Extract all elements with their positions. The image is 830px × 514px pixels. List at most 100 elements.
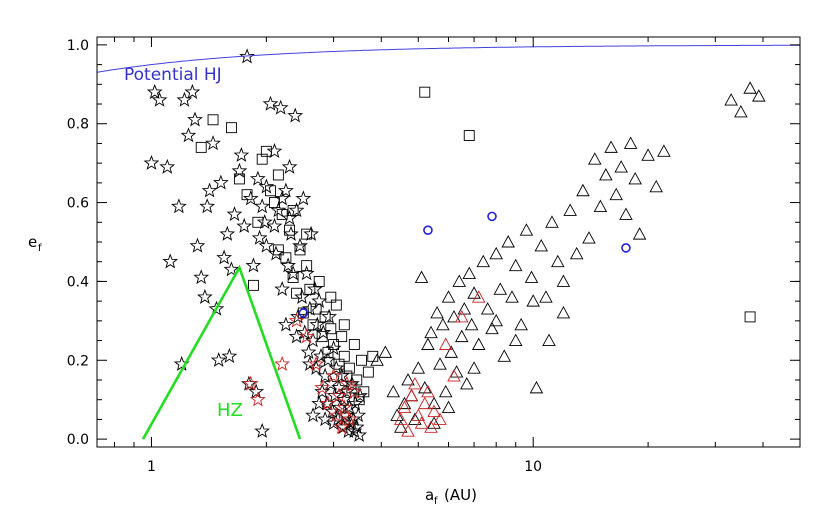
point-triangle (480, 302, 495, 315)
point-triangle (370, 353, 384, 366)
point-star (308, 359, 325, 375)
point-square (319, 311, 331, 323)
point-star (328, 359, 345, 375)
point-star (248, 383, 265, 399)
point-star (320, 395, 336, 411)
point-triangle (424, 325, 438, 339)
point-triangle (641, 148, 655, 161)
point-square (272, 244, 284, 256)
x-axis-label-subscript: f (434, 496, 438, 507)
point-star (170, 198, 187, 214)
point-square (252, 216, 264, 228)
point-star (216, 249, 233, 265)
potential-hj-annotation: Potential HJ (124, 65, 222, 85)
point-star (274, 355, 291, 371)
point-star (258, 178, 275, 194)
point-star (298, 328, 315, 344)
series-star-0 (143, 48, 368, 442)
point-triangle (455, 329, 469, 343)
point-triangle (462, 266, 477, 279)
x-axis-label-unit: (AU) (444, 486, 477, 504)
point-triangle (609, 187, 623, 201)
point-star (283, 225, 299, 241)
point-star (270, 202, 287, 218)
point-square (304, 283, 316, 295)
point-star (251, 229, 268, 245)
point-star (348, 419, 365, 435)
point-triangle (632, 227, 647, 240)
point-star (325, 414, 342, 431)
point-star (325, 367, 342, 383)
point-triangle (628, 171, 642, 185)
point-triangle (397, 400, 412, 414)
point-star (210, 352, 227, 367)
point-triangle (529, 380, 544, 394)
point-triangle (401, 373, 415, 386)
point-square (195, 141, 207, 153)
point-star (309, 316, 326, 332)
point-star (308, 355, 325, 371)
point-square (338, 319, 350, 331)
point-triangle (501, 235, 515, 248)
point-triangle (386, 384, 401, 398)
point-square (291, 287, 303, 299)
point-star (346, 383, 363, 399)
y-tick-label: 0.8 (67, 117, 89, 133)
point-triangle (378, 345, 393, 358)
point-triangle (408, 376, 422, 390)
point-triangle (455, 309, 469, 323)
point-square (301, 228, 313, 240)
point-square (351, 374, 363, 386)
potential-hj-curve (97, 44, 800, 73)
point-triangle (447, 369, 461, 382)
point-triangle (752, 89, 766, 102)
point-triangle (534, 239, 549, 252)
point-triangle (476, 254, 491, 268)
point-triangle (649, 179, 663, 193)
point-triangle (604, 140, 618, 153)
point-square (284, 224, 295, 236)
point-star (281, 210, 298, 226)
point-triangle (418, 396, 432, 410)
axis-ticks: 0.0 0.2 0.4 0.6 0.8 1.0 1 10 (67, 37, 800, 475)
point-star (341, 399, 358, 415)
point-circle (298, 308, 309, 318)
series-triangle-2 (370, 81, 766, 433)
point-triangle (588, 152, 602, 165)
point-star (212, 174, 229, 190)
point-star (338, 375, 355, 391)
y-tick-label: 1.0 (67, 38, 89, 54)
point-star (162, 253, 179, 269)
point-star (266, 217, 283, 233)
point-star (272, 99, 289, 115)
point-square (328, 339, 340, 350)
point-square (343, 362, 355, 374)
point-star (242, 190, 259, 206)
point-star (292, 237, 308, 253)
point-star (342, 414, 359, 431)
point-triangle (397, 396, 412, 410)
point-triangle (489, 313, 503, 327)
point-square (280, 252, 292, 264)
point-star (347, 395, 364, 411)
series-square-1 (195, 86, 756, 406)
point-square (744, 311, 756, 323)
point-star (305, 332, 321, 348)
x-axis-label-main: a (425, 486, 434, 504)
point-star (300, 344, 317, 360)
point-star (143, 154, 160, 170)
point-triangle (436, 317, 450, 331)
series-circle-5 (298, 211, 631, 318)
point-star (249, 391, 266, 407)
point-star (184, 83, 201, 99)
point-star (277, 182, 294, 198)
point-triangle (438, 384, 453, 398)
point-triangle (582, 231, 596, 244)
point-triangle (427, 404, 441, 417)
point-triangle (441, 290, 456, 303)
y-axis-label: e f (28, 233, 42, 254)
point-star (288, 202, 305, 218)
point-star (146, 83, 163, 99)
hz-annotation: HZ (217, 400, 243, 421)
point-triangle (460, 376, 474, 390)
